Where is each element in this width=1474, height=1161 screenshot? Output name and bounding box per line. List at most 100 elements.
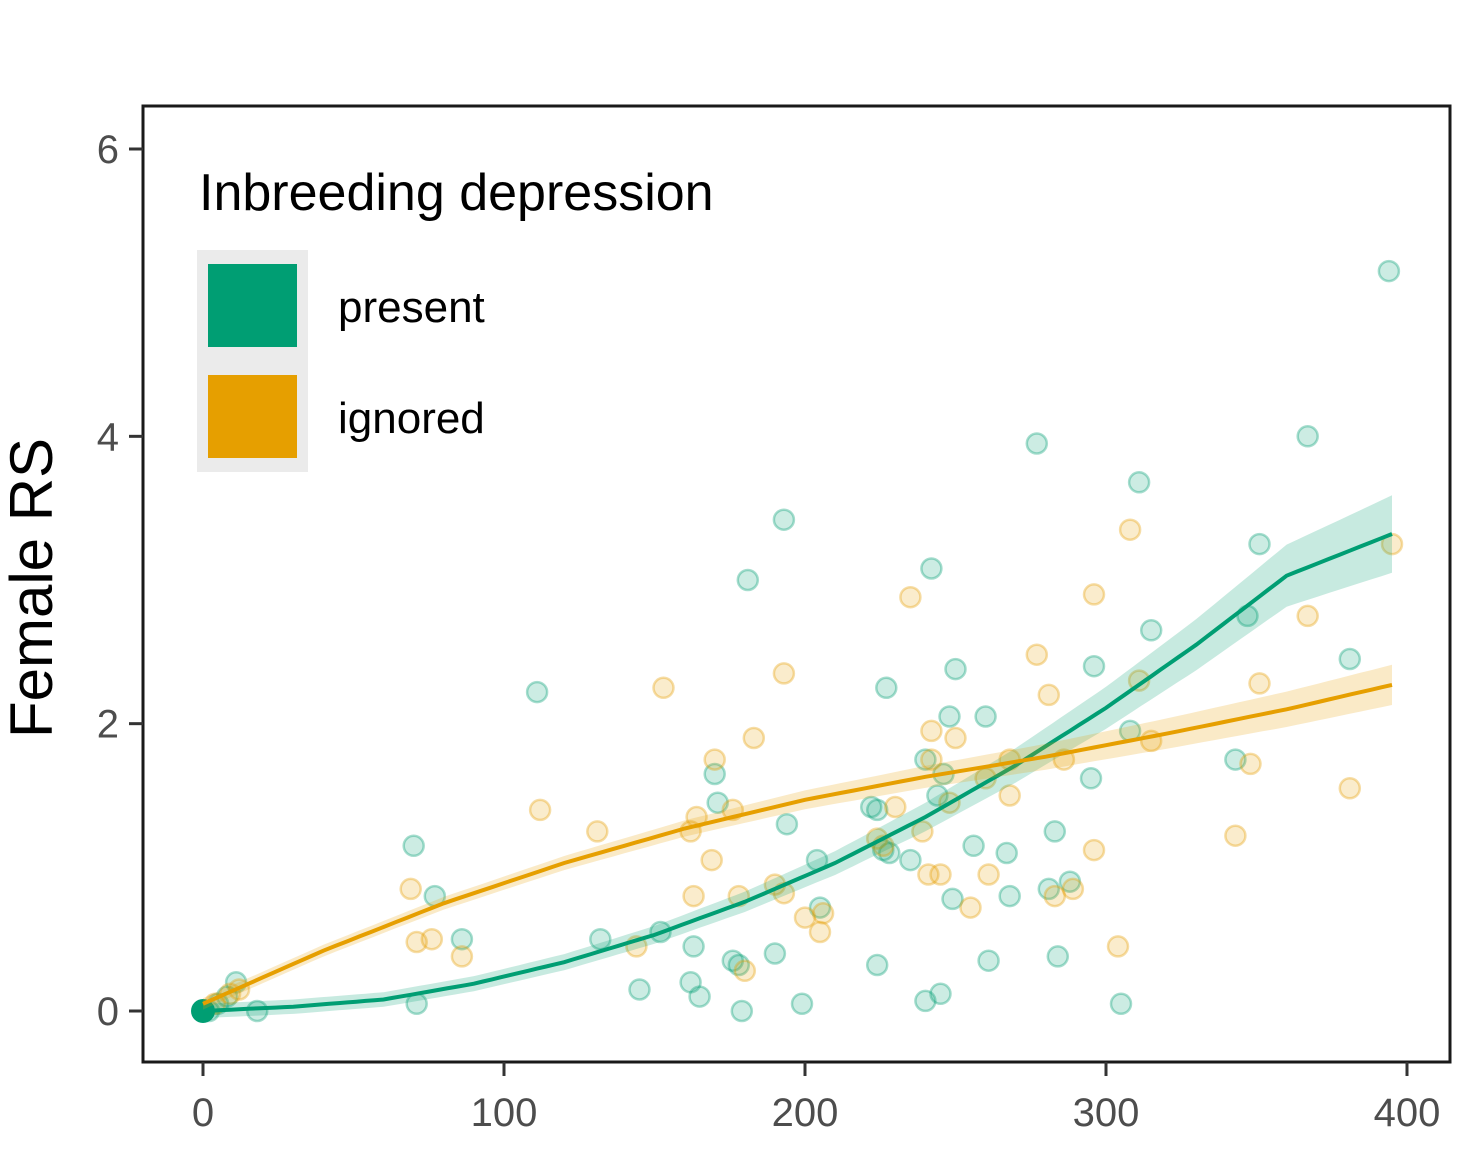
x-tick-label-1: 100 [471, 1091, 538, 1135]
data-point-ignored-21 [772, 662, 796, 685]
y-tick-label-2: 4 [97, 415, 119, 459]
data-point-present-6 [402, 834, 425, 858]
data-point-present-24 [772, 508, 796, 531]
data-point-present-28 [808, 896, 832, 919]
data-point-ignored-40 [977, 863, 1000, 886]
data-point-ignored-49 [1082, 583, 1106, 606]
data-point-ignored-30 [899, 585, 922, 609]
data-point-ignored-25 [808, 920, 832, 944]
data-point-present-20 [727, 953, 751, 977]
data-point-present-65 [1338, 647, 1362, 671]
y-tick-label-3: 6 [97, 128, 119, 172]
data-point-ignored-47 [1061, 877, 1085, 901]
legend-label-present: present [338, 283, 485, 332]
data-point-present-36 [914, 748, 937, 771]
data-point-present-39 [926, 784, 949, 807]
data-point-present-40 [929, 982, 952, 1006]
data-point-present-46 [974, 705, 997, 728]
data-point-ignored-16 [703, 748, 726, 771]
data-point-present-48 [995, 841, 1018, 865]
data-point-ignored-51 [1118, 518, 1142, 541]
data-point-present-57 [1109, 992, 1133, 1016]
data-point-ignored-35 [929, 863, 952, 886]
data-point-present-23 [763, 942, 787, 965]
data-point-present-61 [1224, 748, 1247, 771]
data-point-present-59 [1127, 471, 1151, 494]
data-point-present-26 [790, 992, 814, 1016]
data-point-ignored-26 [811, 902, 835, 925]
data-point-present-30 [865, 798, 889, 822]
data-point-present-10 [525, 680, 549, 704]
data-point-ignored-8 [528, 798, 552, 822]
y-axis-title: Female RS [0, 438, 65, 738]
legend: Inbreeding depression present ignored [197, 164, 714, 472]
fit-layer [202, 495, 1393, 1019]
data-point-present-63 [1248, 532, 1271, 556]
data-point-ignored-4 [399, 877, 422, 901]
data-point-present-15 [682, 935, 705, 958]
data-point-present-37 [914, 989, 937, 1013]
data-point-ignored-50 [1106, 935, 1130, 958]
confidence-ribbon-ignored [203, 664, 1392, 1010]
data-point-ignored-31 [911, 820, 934, 843]
x-tick-label-0: 0 [192, 1091, 214, 1135]
data-point-ignored-37 [944, 726, 967, 750]
data-point-ignored-56 [1248, 672, 1271, 695]
legend-title: Inbreeding depression [199, 164, 714, 222]
data-point-present-49 [998, 884, 1021, 908]
data-point-present-12 [628, 978, 651, 1001]
data-point-ignored-45 [1043, 884, 1067, 908]
data-point-ignored-32 [917, 863, 940, 886]
x-tick-label-2: 200 [772, 1091, 839, 1135]
data-point-ignored-19 [733, 959, 757, 983]
data-point-present-21 [730, 999, 754, 1023]
data-point-present-47 [977, 949, 1000, 972]
data-point-present-52 [1043, 820, 1067, 843]
y-tick-label-1: 2 [97, 703, 119, 747]
data-point-ignored-57 [1296, 604, 1319, 628]
data-point-ignored-34 [920, 748, 943, 771]
data-point-ignored-54 [1224, 824, 1247, 847]
data-point-present-29 [859, 795, 883, 819]
data-point-ignored-15 [700, 848, 723, 872]
x-axis: 0 100 200 300 400 [192, 1062, 1441, 1135]
data-point-present-43 [941, 887, 964, 911]
y-axis: 0 2 4 6 [97, 128, 143, 1034]
data-point-ignored-58 [1338, 777, 1362, 800]
data-point-ignored-33 [920, 719, 943, 743]
y-tick-label-0: 0 [97, 990, 119, 1034]
data-point-present-35 [899, 848, 922, 872]
data-point-present-22 [736, 568, 760, 592]
data-point-present-5 [245, 999, 269, 1023]
data-point-ignored-29 [884, 795, 907, 819]
data-point-present-53 [1046, 945, 1070, 968]
legend-swatch-ignored [208, 375, 297, 458]
data-point-present-66 [1377, 259, 1401, 283]
legend-label-ignored: ignored [338, 394, 485, 443]
data-point-present-25 [775, 812, 799, 836]
data-point-present-38 [920, 557, 943, 580]
data-point-ignored-7 [450, 945, 474, 968]
data-point-present-31 [865, 953, 889, 977]
data-point-present-9 [450, 927, 474, 951]
data-point-ignored-55 [1239, 752, 1262, 776]
data-point-present-33 [875, 676, 898, 700]
data-point-ignored-48 [1082, 838, 1106, 862]
data-point-present-60 [1139, 619, 1163, 642]
data-point-present-18 [706, 791, 729, 814]
x-tick-label-4: 400 [1374, 1091, 1441, 1135]
plot-panel [141, 104, 1452, 1064]
data-point-ignored-43 [1025, 643, 1049, 666]
data-point-present-56 [1082, 654, 1106, 678]
data-point-present-17 [703, 762, 726, 786]
data-point-ignored-20 [742, 726, 766, 750]
data-point-present-45 [962, 834, 985, 858]
data-point-ignored-6 [420, 927, 444, 951]
data-point-ignored-52 [1127, 669, 1151, 692]
data-point-present-44 [944, 657, 967, 681]
data-point-present-19 [721, 949, 745, 972]
data-point-ignored-42 [998, 784, 1021, 807]
legend-swatch-present [208, 264, 297, 347]
fit-line-ignored [202, 682, 1393, 1006]
